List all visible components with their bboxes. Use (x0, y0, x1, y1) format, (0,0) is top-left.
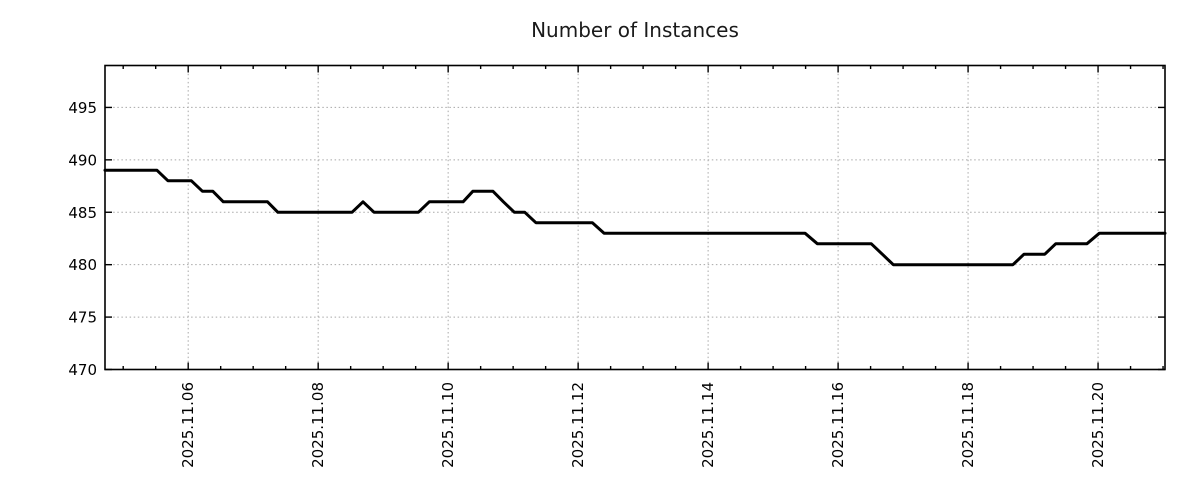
x-tick-label: 2025.11.08 (309, 382, 327, 468)
y-tick-label: 475 (68, 309, 97, 327)
label-layer: 470 475 480 485 490 495 2025.11.06 2025.11.08 20… (68, 99, 1107, 468)
y-tick-label: 480 (68, 256, 97, 274)
data-line (103, 168, 1167, 267)
x-tick-label: 2025.11.14 (699, 382, 717, 468)
y-tick-label: 470 (68, 361, 97, 379)
x-tick-label: 2025.11.18 (959, 382, 977, 468)
chart-title: Number of Instances (531, 18, 739, 42)
y-tick-label: 485 (68, 204, 97, 222)
x-tick-label: 2025.11.16 (829, 382, 847, 468)
x-tick-label: 2025.11.06 (179, 382, 197, 468)
x-tick-label: 2025.11.10 (439, 382, 457, 468)
grid-layer (105, 65, 1165, 370)
plot-border (104, 64, 1166, 371)
series-layer (103, 168, 1167, 267)
x-tick-label: 2025.11.20 (1089, 382, 1107, 468)
x-tick-label: 2025.11.12 (569, 382, 587, 468)
axis-layer (104, 64, 1166, 371)
y-tick-label: 495 (68, 99, 97, 117)
y-tick-label: 490 (68, 151, 97, 169)
